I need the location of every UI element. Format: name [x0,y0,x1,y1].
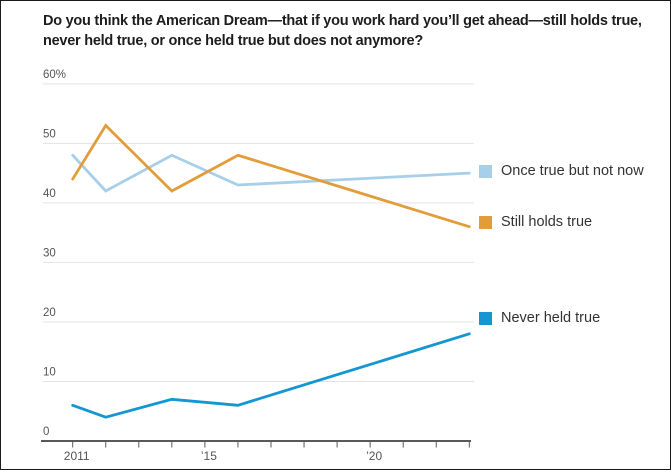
x-tick-label: ’20 [366,449,382,463]
chart-title: Do you think the American Dream—that if … [43,13,642,49]
y-tick-label: 0 [43,426,49,438]
x-tick-label: 2011 [64,449,90,463]
series-line-1 [71,123,471,229]
series-line-0 [71,153,471,193]
y-tick-label: 50 [43,128,56,140]
y-tick-label: 40 [43,188,56,200]
y-tick-label: 10 [43,366,56,378]
x-tick-label: ’15 [201,449,217,463]
series-line-2 [71,332,471,419]
y-tick-label: 60% [43,69,66,81]
y-tick-label: 30 [43,247,56,259]
y-tick-label: 20 [43,307,56,319]
